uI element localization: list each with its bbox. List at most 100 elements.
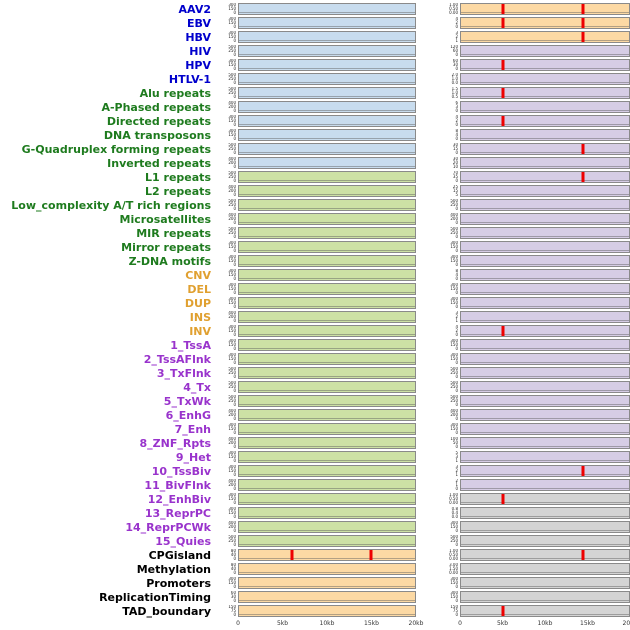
row-label: Microsatellites [119,212,212,226]
y-tick-label: 1.00 [449,3,458,7]
y-tick-label: 150 [228,496,236,501]
left-panel [238,367,416,379]
x-tick-label: 0 [236,620,240,627]
y-tick-label: 200 [228,314,236,319]
y-tick-label: 0 [455,374,458,379]
left-panel-y-ticks: 500 250 0 [216,395,238,407]
y-tick-label: 300 [450,297,458,301]
left-panel [238,73,416,85]
y-tick-label: 150 [228,342,236,347]
y-tick-label: 35 [452,174,458,179]
y-tick-label: 200 [228,104,236,109]
baseline-trace [461,460,629,461]
y-tick-label: 0 [233,388,236,393]
y-tick-label: 0.00 [449,10,458,15]
baseline-trace [239,446,415,447]
y-tick-label: 8 [455,129,458,133]
right-panel-y-ticks: 60 30 0 [416,59,460,71]
y-tick-label: 150 [228,454,236,459]
y-tick-label: 300 [450,353,458,357]
right-panel-y-ticks: 300 150 0 [416,423,460,435]
feature-row: 5_TxWk 500 250 0 500 250 0 [2,394,630,408]
y-tick-label: 1.5 [451,87,458,91]
y-tick-label: 3.00 [449,563,458,567]
y-tick-label: 250 [450,370,458,375]
right-panel-y-ticks: 500 250 0 [416,535,460,547]
baseline-trace [239,54,415,55]
y-tick-label: 50 [452,440,458,445]
y-tick-label: 150 [228,272,236,277]
y-tick-label: 2 [455,20,458,25]
y-tick-label: 300 [228,129,236,133]
y-tick-label: 150 [228,118,236,123]
right-panel [460,87,630,99]
baseline-trace [461,390,629,391]
y-tick-label: 0 [455,360,458,365]
y-tick-label: 75 [230,608,236,613]
left-panel [238,549,416,561]
y-tick-label: 300 [450,255,458,259]
left-panel [238,451,416,463]
right-panel [460,213,630,225]
y-tick-label: 0 [233,570,236,575]
right-panel [460,241,630,253]
row-label: G-Quadruplex forming repeats [21,142,211,156]
left-panel [238,3,416,15]
y-tick-label: 15 [452,146,458,151]
feature-row: 8_ZNF_Rpts 400 200 0 100 50 0 [2,436,630,450]
right-panel-y-ticks: 500 250 0 [416,227,460,239]
baseline-trace [239,40,415,41]
y-tick-label: 300 [228,241,236,245]
baseline-trace [239,432,415,433]
y-tick-label: 500 [450,227,458,231]
left-panel [238,171,416,183]
left-panel-y-ticks: 300 150 0 [216,283,238,295]
y-tick-label: 0 [455,430,458,435]
y-tick-label: 0 [233,262,236,267]
y-tick-label: 0.5 [451,94,458,99]
feature-row: HPV 300 150 0 60 30 0 [2,58,630,72]
y-tick-label: 150 [228,426,236,431]
x-tick-label: 0 [458,620,462,627]
right-panel-y-ticks: 100 50 0 [416,437,460,449]
baseline-trace [461,194,629,195]
y-tick-label: 300 [228,493,236,497]
y-tick-label: 0 [455,206,458,211]
left-panel [238,213,416,225]
y-tick-label: 5 [455,451,458,455]
y-tick-label: 5 [455,192,458,197]
left-panel-y-ticks: 400 200 0 [216,101,238,113]
baseline-trace [461,222,629,223]
baseline-trace [239,320,415,321]
left-panel-y-ticks: 500 250 0 [216,381,238,393]
y-tick-label: 0 [233,248,236,253]
y-tick-label: 15 [452,188,458,193]
feature-row: Directed repeats 300 150 0 4 2 0 [2,114,630,128]
y-tick-label: 250 [228,90,236,95]
right-panel-y-ticks: 1.00 0.50 0.00 [416,493,460,505]
baseline-trace [461,250,629,251]
baseline-trace [461,180,629,181]
y-tick-label: 500 [228,87,236,91]
left-panel-y-ticks: 500 250 0 [216,45,238,57]
y-tick-label: 150 [228,132,236,137]
y-tick-label: 0 [233,556,236,561]
red-peak-spike [581,18,585,28]
y-tick-label: 500 [450,367,458,371]
baseline-trace [239,82,415,83]
x-axis-left: 0 5kb 10kb 15kb 20kb [236,618,423,630]
right-panel-y-ticks: 2.0 1.0 0.0 [416,73,460,85]
y-tick-label: 150 [228,258,236,263]
y-tick-label: 300 [450,423,458,427]
y-tick-label: 3 [455,104,458,109]
red-peak-spike [501,88,505,98]
y-tick-label: 0.00 [449,570,458,575]
baseline-trace [239,544,415,545]
y-tick-label: 25 [452,185,458,189]
right-panel-y-ticks: 400 200 0 [416,213,460,225]
y-tick-label: 150 [228,62,236,67]
x-tick-label: 5kb [276,620,289,627]
